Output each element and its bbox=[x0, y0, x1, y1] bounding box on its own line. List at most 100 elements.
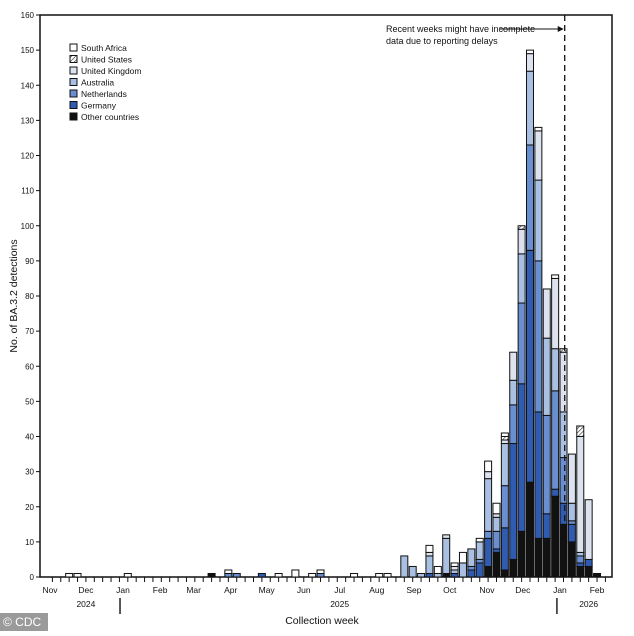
x-month-label: Feb bbox=[153, 585, 168, 595]
bar-segment-other-countries bbox=[567, 541, 576, 578]
annotation: Recent weeks might have incomplete data d… bbox=[386, 15, 566, 577]
y-tick-label: 0 bbox=[30, 573, 35, 582]
legend-swatch bbox=[69, 89, 78, 98]
bar-segment-south-africa bbox=[433, 565, 442, 574]
bar-week bbox=[593, 572, 602, 578]
x-month-label: Aug bbox=[369, 585, 384, 595]
bar-segment-united-kingdom bbox=[542, 288, 551, 339]
x-month-label: Dec bbox=[78, 585, 94, 595]
bar-segment-other-countries bbox=[584, 565, 593, 578]
legend-label: Germany bbox=[81, 101, 117, 111]
bar-segment-united-kingdom bbox=[559, 351, 568, 413]
bar-segment-australia bbox=[517, 253, 526, 304]
legend-swatch bbox=[69, 43, 78, 52]
y-tick-label: 80 bbox=[25, 292, 34, 301]
x-month-label: Nov bbox=[479, 585, 495, 595]
x-axis-title: Collection week bbox=[285, 615, 359, 627]
x-month-label: Mar bbox=[186, 585, 201, 595]
bar-segment-united-states bbox=[559, 348, 568, 353]
bar-segment-other-countries bbox=[551, 495, 560, 578]
bar-segment-germany bbox=[425, 572, 434, 578]
bar-segment-other-countries bbox=[509, 558, 518, 578]
legend-label: United States bbox=[81, 55, 132, 65]
bar-segment-australia bbox=[484, 478, 493, 532]
bar-segment-other-countries bbox=[492, 551, 501, 578]
bar-segment-australia bbox=[433, 572, 442, 578]
bar-week bbox=[400, 555, 409, 578]
x-month-label: Jan bbox=[553, 585, 567, 595]
y-tick-label: 110 bbox=[21, 187, 34, 196]
bar-segment-australia bbox=[525, 70, 534, 146]
bar-week bbox=[509, 351, 518, 578]
bar-segment-germany bbox=[525, 249, 534, 483]
x-month-label: Sep bbox=[406, 585, 421, 595]
x-month-label: Nov bbox=[42, 585, 58, 595]
bar-segment-south-africa bbox=[308, 572, 317, 578]
bar-segment-germany bbox=[584, 558, 593, 567]
bar-week bbox=[408, 565, 417, 578]
bar-week bbox=[442, 534, 451, 578]
bar-segment-other-countries bbox=[542, 537, 551, 578]
bar-segment-netherlands bbox=[534, 260, 543, 413]
bar-segment-south-africa bbox=[458, 551, 467, 564]
bar-segment-other-countries bbox=[484, 565, 493, 578]
legend-label: Australia bbox=[81, 78, 114, 88]
bar-week bbox=[65, 572, 74, 578]
bar-segment-other-countries bbox=[517, 530, 526, 578]
bar-segment-netherlands bbox=[467, 565, 476, 571]
bar-week bbox=[257, 572, 266, 578]
bar-segment-united-kingdom bbox=[500, 439, 509, 445]
legend-swatch bbox=[69, 112, 78, 121]
y-tick-label: 10 bbox=[25, 538, 34, 547]
bar-segment-other-countries bbox=[207, 572, 216, 578]
bar-segment-germany bbox=[517, 383, 526, 532]
bar-segment-germany bbox=[534, 411, 543, 539]
bar-segment-south-africa bbox=[350, 572, 359, 578]
bar-week bbox=[467, 548, 476, 578]
bar-week bbox=[500, 432, 509, 578]
x-month-label: Jul bbox=[334, 585, 345, 595]
bar-week bbox=[525, 49, 534, 578]
bar-week bbox=[274, 572, 283, 578]
bar-segment-other-countries bbox=[534, 537, 543, 578]
bar-segment-germany bbox=[484, 537, 493, 567]
bar-week bbox=[73, 572, 82, 578]
y-tick-label: 30 bbox=[25, 468, 34, 477]
legend-label: United Kingdom bbox=[81, 66, 141, 76]
bar-segment-united-states bbox=[576, 425, 585, 437]
bar-segment-netherlands bbox=[500, 485, 509, 529]
y-axis: 0 10 20 30 40 50 60 70 80 90 100 110 120 130 140 150 160 bbox=[21, 11, 40, 582]
bar-week bbox=[475, 537, 484, 578]
x-year-label: 2026 bbox=[579, 599, 598, 609]
bar-segment-netherlands bbox=[232, 572, 241, 578]
bar-segment-south-africa bbox=[65, 572, 74, 578]
y-tick-label: 150 bbox=[21, 46, 35, 55]
legend-swatch bbox=[69, 101, 78, 109]
annotation-text: data due to reporting delays bbox=[386, 36, 498, 46]
bar-week bbox=[517, 225, 526, 578]
bar-week bbox=[425, 544, 434, 578]
bar-week bbox=[484, 460, 493, 578]
bar-week bbox=[207, 572, 216, 578]
bar-segment-united-kingdom bbox=[484, 471, 493, 480]
bar-segment-south-africa bbox=[316, 569, 325, 574]
bar-segment-australia bbox=[542, 337, 551, 416]
bar-segment-germany bbox=[475, 562, 484, 578]
y-tick-label: 70 bbox=[25, 327, 34, 336]
bar-segment-australia bbox=[400, 555, 409, 578]
bar-segment-other-countries bbox=[500, 569, 509, 578]
bar-segment-australia bbox=[425, 555, 434, 574]
y-axis-title: No. of BA.3.2 detections bbox=[8, 239, 20, 352]
bar-segment-south-africa bbox=[291, 569, 300, 578]
bar-segment-australia bbox=[475, 541, 484, 560]
x-year-label: 2025 bbox=[330, 599, 349, 609]
bar-segment-australia bbox=[567, 502, 576, 522]
cdc-watermark: © CDC bbox=[0, 613, 48, 631]
bar-segment-south-africa bbox=[475, 537, 484, 543]
x-month-label: Feb bbox=[590, 585, 605, 595]
bar-segment-south-africa bbox=[73, 572, 82, 578]
legend-swatch bbox=[69, 55, 78, 63]
bar-segment-united-kingdom bbox=[567, 453, 576, 504]
